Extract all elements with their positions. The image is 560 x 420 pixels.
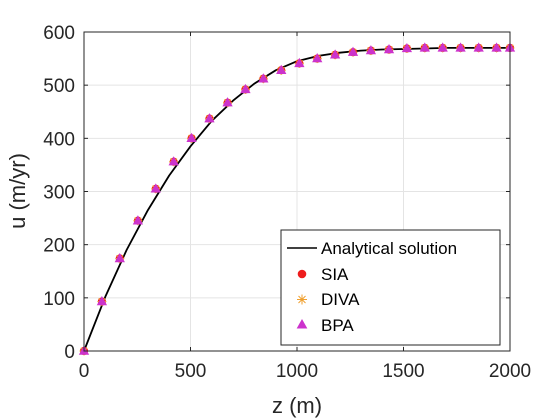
bpa-point [132,215,144,225]
x-tick-label: 0 [79,361,90,382]
bpa-point [114,252,125,263]
x-tick-label: 1500 [382,361,424,382]
y-tick-label: 300 [43,183,75,204]
bpa-point [186,132,197,143]
x-axis-title: z (m) [272,393,322,418]
bpa-point [383,44,395,54]
legend-asterisk-swatch [297,294,307,305]
bpa-point [150,183,161,193]
bpa-point [222,97,233,107]
bpa-point [473,42,484,52]
bpa-point [437,42,448,52]
legend: Analytical solution SIA DIVA BPA [280,229,501,346]
legend-box [280,229,501,346]
legend-label-diva: DIVA [321,290,360,309]
bpa-point [204,113,215,123]
bpa-point [276,64,287,74]
y-tick-label: 600 [43,23,75,44]
bpa-point [294,57,305,68]
x-tick-label: 500 [175,361,207,382]
bpa-point [258,73,269,83]
tick-labels: 0 500 1000 1500 2000 0 100 200 300 400 500 600 [43,23,531,382]
tick-marks [83,31,511,352]
x-tick-label: 2000 [489,361,531,382]
bpa-point [419,42,430,52]
y-tick-label: 400 [43,129,75,150]
marker-layer [78,42,516,356]
legend-triangle-swatch [296,318,308,329]
y-tick-label: 500 [43,76,75,97]
bpa-point [329,49,341,59]
bpa-point [491,42,502,52]
y-tick-label: 100 [43,289,75,310]
bpa-point [347,46,359,56]
bpa-point [365,45,377,55]
bpa-point [455,42,466,52]
y-tick-label: 200 [43,236,75,257]
legend-circle-swatch [297,269,307,279]
x-tick-label: 1000 [276,361,318,382]
bpa-point [401,42,413,53]
bpa-point [96,296,108,306]
legend-label-bpa: BPA [321,316,354,335]
legend-label-analytical: Analytical solution [321,239,457,258]
legend-label-sia: SIA [321,265,349,284]
y-axis-title: u (m/yr) [5,153,30,229]
y-tick-label: 0 [64,342,75,363]
bpa-point [312,53,323,63]
bpa-point [240,83,251,94]
bpa-point [168,156,179,166]
